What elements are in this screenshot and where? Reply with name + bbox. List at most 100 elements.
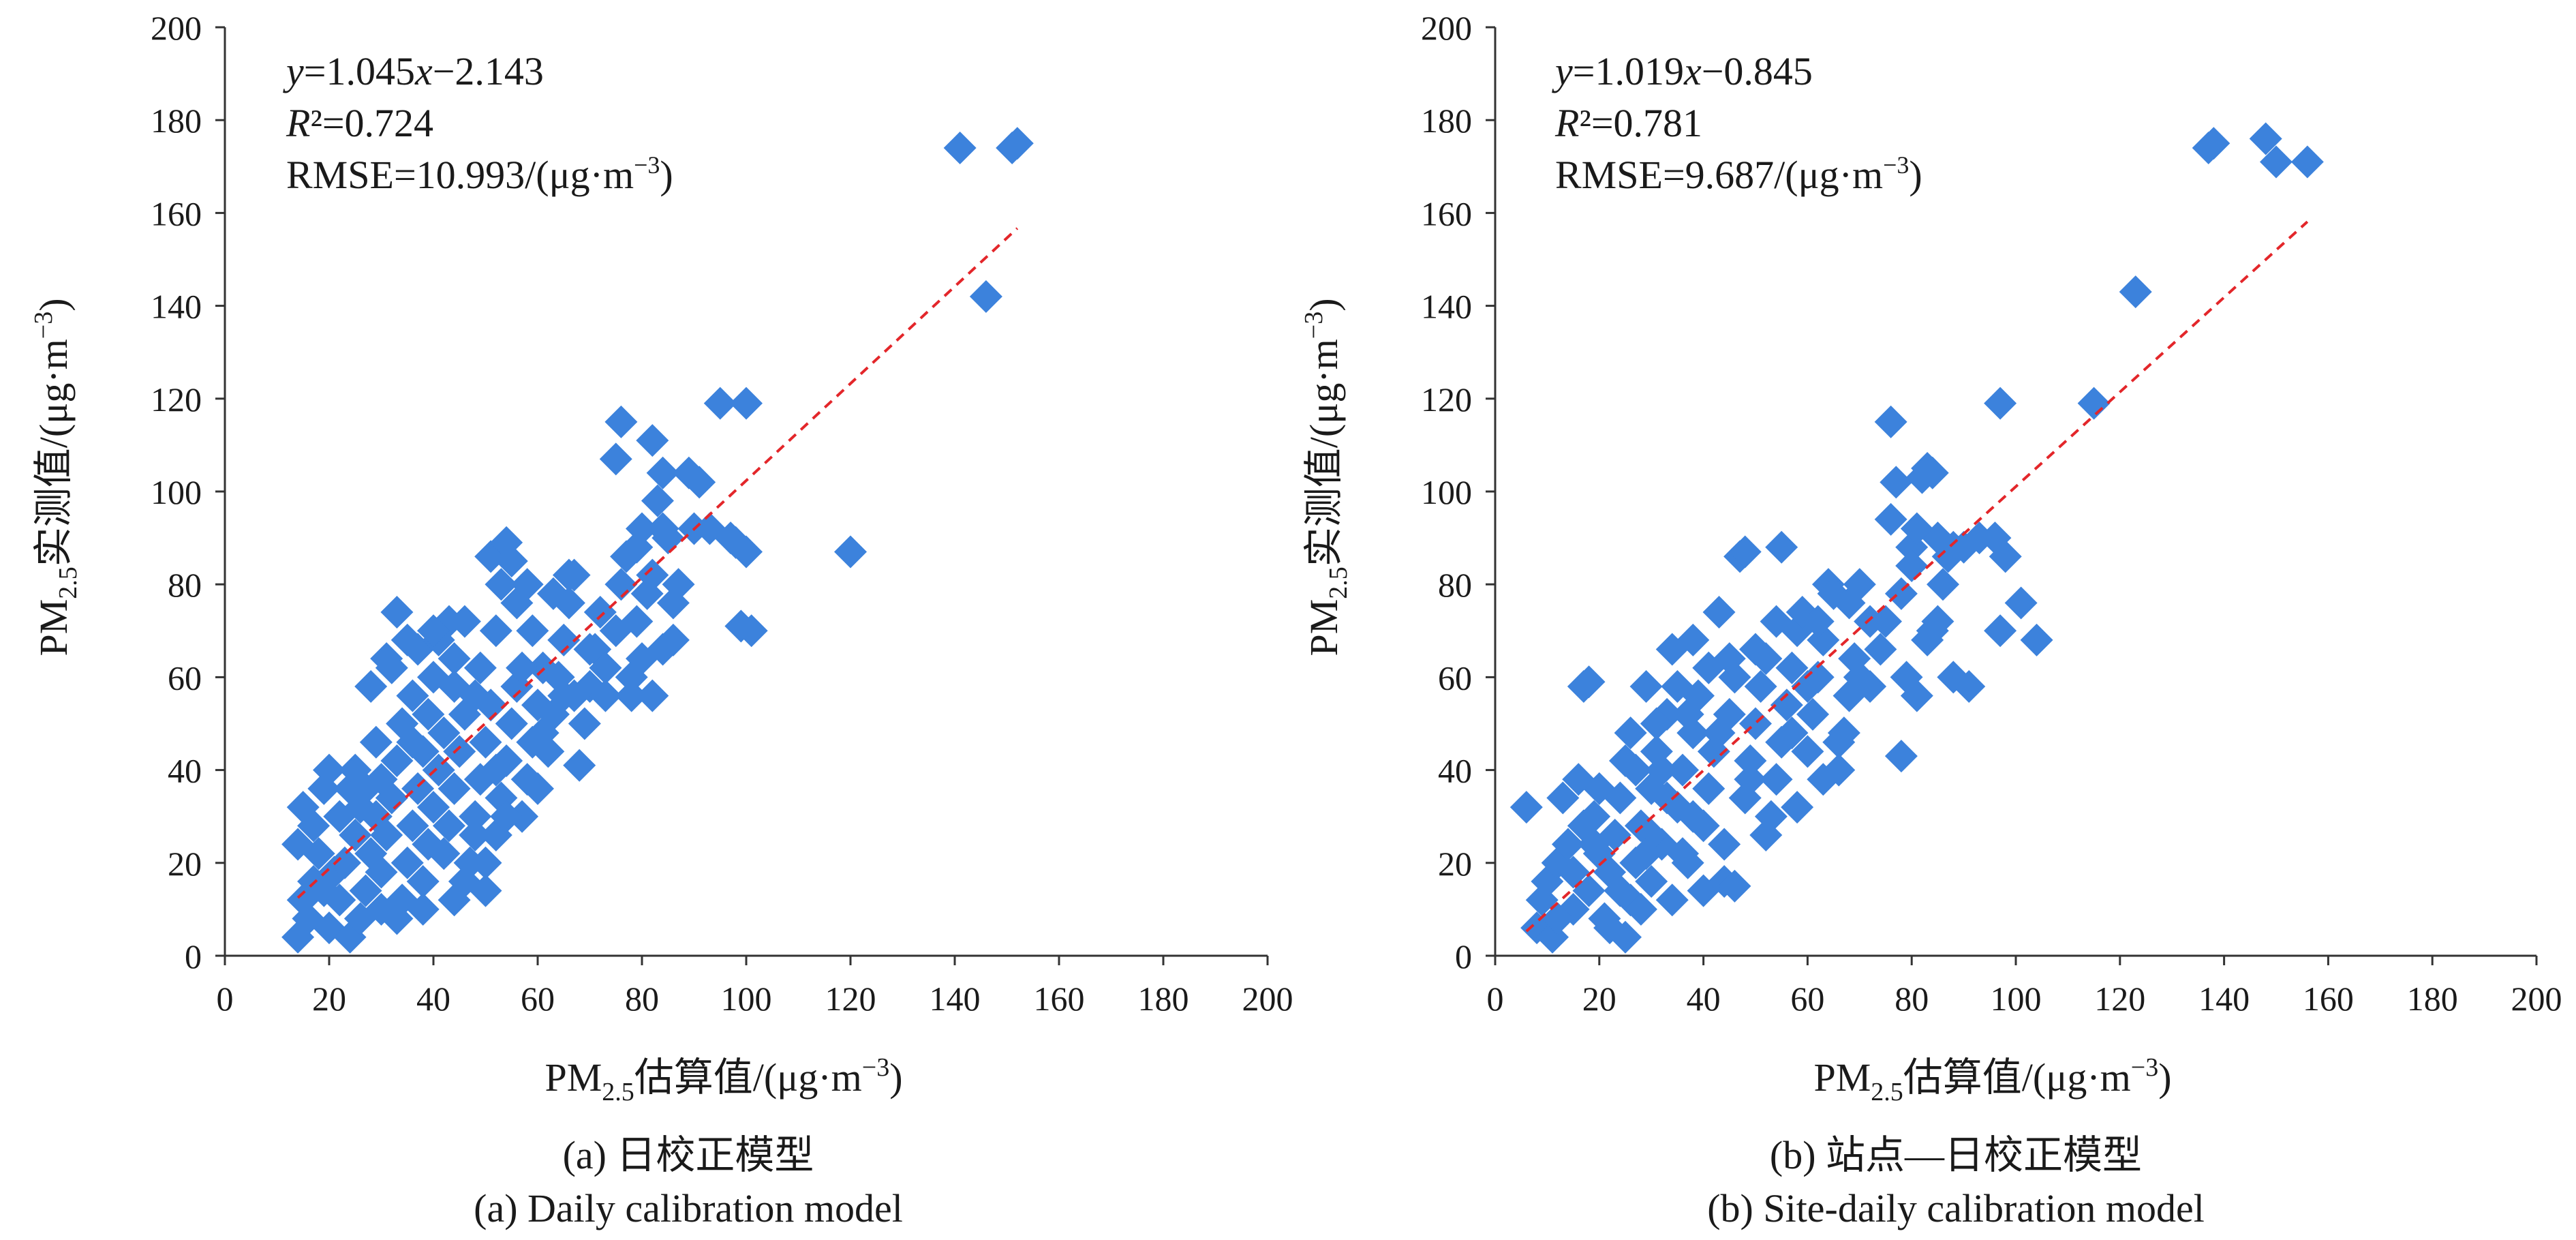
scatter-point-a-118	[406, 892, 440, 926]
scatter-point-a-143	[323, 800, 356, 833]
scatter-point-b-27	[1635, 865, 1668, 898]
scatter-point-a-80	[563, 748, 596, 782]
scatter-point-b-126	[1833, 586, 1866, 620]
y-tick-label-a-80: 80	[168, 566, 202, 604]
x-tick-label-b-80: 80	[1895, 980, 1929, 1018]
scatter-point-b-104	[1655, 883, 1689, 917]
scatter-point-b-110	[1822, 725, 1856, 759]
scatter-point-a-148	[479, 753, 512, 787]
scatter-point-b-33	[1666, 753, 1700, 787]
scatter-point-b-106	[1593, 911, 1627, 945]
scatter-point-b-92	[1989, 540, 2022, 573]
scatter-point-b-41	[1702, 596, 1736, 629]
scatter-point-a-109	[735, 614, 768, 648]
scatter-point-a-105	[703, 387, 737, 420]
scatter-point-b-78	[1900, 679, 1933, 712]
y-tick-label-a-100: 100	[151, 473, 202, 511]
y-tick-label-b-80: 80	[1438, 566, 1472, 604]
y-tick-label-b-200: 200	[1421, 9, 1472, 47]
scatter-point-a-23	[365, 856, 398, 889]
scatter-point-b-46	[1728, 535, 1762, 569]
scatter-point-b-112	[1666, 837, 1700, 871]
scatter-point-a-44	[432, 809, 465, 843]
scatter-point-a-132	[510, 568, 544, 601]
scatter-point-b-141	[1916, 614, 1949, 648]
scatter-point-b-144	[1702, 716, 1736, 750]
scatter-point-a-24	[370, 818, 403, 851]
x-tick-label-a-120: 120	[825, 980, 876, 1018]
scatter-point-b-147	[1629, 837, 1663, 871]
caption-zh-a: (a) 日校正模型	[563, 1133, 814, 1177]
y-tick-label-b-0: 0	[1455, 937, 1472, 976]
x-tick-label-b-200: 200	[2511, 980, 2562, 1018]
scatter-point-a-128	[417, 614, 450, 648]
scatter-point-b-111	[1708, 828, 1741, 861]
y-tick-label-b-180: 180	[1421, 102, 1472, 140]
x-tick-label-b-180: 180	[2407, 980, 2458, 1018]
scatter-point-a-155	[438, 883, 471, 917]
scatter-point-b-60	[1791, 735, 1824, 768]
scatter-point-b-48	[1734, 744, 1767, 777]
scatter-point-b-125	[1801, 605, 1835, 638]
scatter-point-a-26	[380, 744, 414, 777]
x-tick-label-b-120: 120	[2094, 980, 2145, 1018]
y-tick-label-b-40: 40	[1438, 752, 1472, 790]
fit-line-a	[296, 227, 1019, 899]
y-tick-label-a-140: 140	[151, 288, 202, 326]
scatter-point-a-150	[557, 679, 591, 712]
equation-b: y=1.019x−0.845	[1552, 49, 1813, 93]
x-tick-label-b-40: 40	[1687, 980, 1721, 1018]
scatter-point-b-6	[1546, 781, 1580, 815]
scatter-point-a-141	[714, 521, 748, 555]
scatter-point-a-112	[943, 132, 977, 165]
scatter-point-a-29	[380, 596, 414, 629]
scatter-point-b-148	[1578, 828, 1611, 861]
scatter-point-a-55	[463, 651, 497, 684]
scatter-point-a-84	[583, 596, 617, 629]
scatter-point-b-133	[1645, 753, 1678, 787]
scatter-point-b-90	[1984, 387, 2017, 420]
x-tick-label-b-140: 140	[2198, 980, 2250, 1018]
scatter-point-a-122	[490, 800, 523, 833]
scatter-point-a-154	[469, 846, 502, 879]
scatter-point-b-100	[2260, 145, 2293, 179]
scatter-point-b-96	[2119, 275, 2152, 309]
scatter-point-b-39	[1692, 772, 1726, 805]
scatter-point-b-116	[1884, 577, 1918, 610]
rmse-b: RMSE=9.687/(μg·m−3)	[1555, 151, 1922, 197]
scatter-point-b-122	[1640, 707, 1673, 740]
scatter-point-a-127	[448, 605, 481, 638]
scatter-point-b-103	[1687, 874, 1720, 907]
scatter-point-a-136	[636, 679, 669, 712]
scatter-point-a-15	[339, 818, 372, 851]
scatter-point-a-113	[969, 279, 1002, 313]
scatter-point-a-96	[636, 424, 669, 457]
caption-en-a: (a) Daily calibration model	[474, 1186, 903, 1230]
scatter-panel-a: 0 20 40 60 80 100 120 140 160 180 200 0 20 40 60 80 100…	[29, 9, 1293, 1230]
scatter-point-b-127	[1874, 502, 1907, 536]
scatter-point-b-135	[1739, 633, 1772, 666]
scatter-point-b-138	[1843, 661, 1876, 694]
caption-zh-b: (b) 站点—日校正模型	[1770, 1133, 2142, 1177]
scatter-point-a-135	[615, 679, 648, 712]
scatter-point-a-62	[479, 614, 512, 648]
x-tick-label-b-160: 160	[2303, 980, 2354, 1018]
scatter-point-b-146	[1651, 781, 1684, 815]
y-tick-label-a-160: 160	[151, 194, 202, 232]
scatter-point-b-14	[1578, 800, 1611, 833]
scatter-points-a	[281, 127, 1034, 954]
x-tick-label-a-60: 60	[521, 980, 555, 1018]
scatter-point-a-22	[354, 670, 388, 704]
scatter-point-b-121	[1661, 670, 1694, 704]
scatter-point-a-14	[328, 846, 361, 879]
scatter-point-a-8	[313, 753, 346, 787]
scatter-point-a-111	[834, 535, 867, 569]
scatter-point-b-81	[1916, 456, 1949, 489]
scatter-point-a-156	[412, 697, 445, 731]
scatter-point-b-142	[1937, 530, 1970, 564]
x-tick-label-b-20: 20	[1582, 980, 1616, 1018]
scatter-point-a-103	[683, 466, 716, 499]
scatter-point-b-54	[1765, 530, 1798, 564]
scatter-point-a-9	[302, 837, 335, 871]
scatter-point-b-120	[1692, 651, 1726, 684]
